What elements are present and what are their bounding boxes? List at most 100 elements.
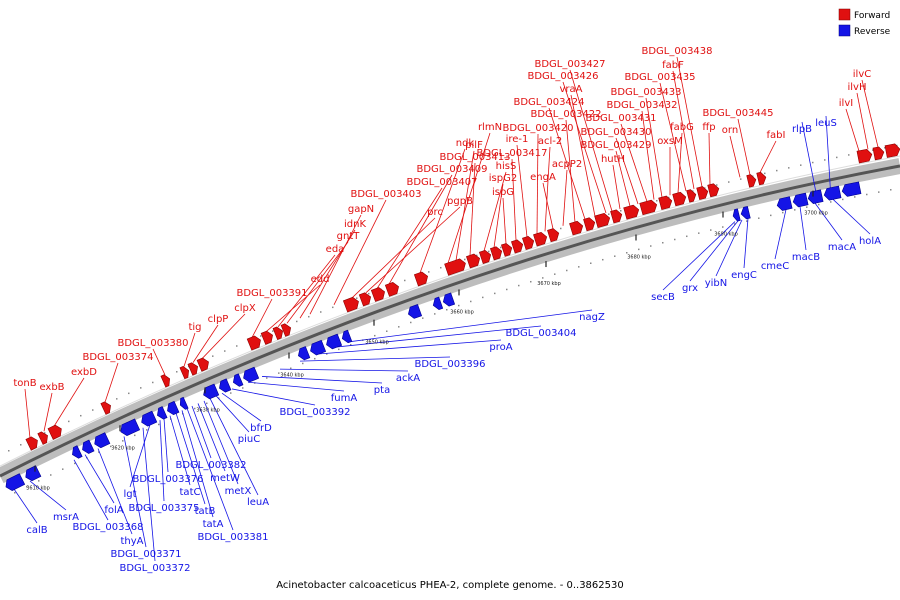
forward-gene-arrow[interactable] <box>639 199 659 216</box>
forward-gene-arrow[interactable] <box>160 373 172 388</box>
reverse-gene-arrow[interactable] <box>441 292 456 308</box>
forward-gene-arrow[interactable] <box>272 325 285 340</box>
forward-gene-arrow[interactable] <box>478 249 492 264</box>
forward-gene-label[interactable]: ispG2 <box>489 173 517 184</box>
forward-gene-label[interactable]: idnK <box>344 219 366 230</box>
reverse-gene-arrow[interactable] <box>217 378 232 394</box>
forward-gene-arrow[interactable] <box>623 204 641 220</box>
reverse-gene-arrow[interactable] <box>231 373 244 388</box>
reverse-gene-label[interactable]: leuA <box>247 497 269 508</box>
reverse-gene-arrow[interactable] <box>178 396 189 410</box>
forward-gene-label[interactable]: clpP <box>208 314 229 325</box>
forward-gene-label[interactable]: BDGL_003433 <box>610 87 681 98</box>
forward-gene-arrow[interactable] <box>500 242 513 257</box>
reverse-gene-arrow[interactable] <box>324 333 343 350</box>
forward-gene-label[interactable]: BDGL_003435 <box>624 72 695 83</box>
reverse-gene-label[interactable]: tatB <box>195 506 216 517</box>
forward-gene-arrow[interactable] <box>490 245 503 261</box>
reverse-gene-arrow[interactable] <box>139 410 158 428</box>
reverse-gene-label[interactable]: macB <box>792 252 820 263</box>
forward-gene-label[interactable]: ire-1 <box>506 134 529 145</box>
reverse-gene-label[interactable]: grx <box>682 283 698 294</box>
reverse-gene-label[interactable]: pta <box>374 385 390 396</box>
forward-gene-label[interactable]: oxsM <box>657 136 683 147</box>
reverse-gene-label[interactable]: BDGL_003376 <box>132 474 203 485</box>
forward-gene-label[interactable]: BDGL_003420 <box>502 123 573 134</box>
forward-gene-label[interactable]: fabG <box>670 122 694 133</box>
forward-gene-label[interactable]: ndk <box>456 138 475 149</box>
reverse-gene-arrow[interactable] <box>732 208 741 222</box>
forward-gene-label[interactable]: gapN <box>348 204 374 215</box>
forward-gene-label[interactable]: BDGL_003432 <box>606 100 677 111</box>
forward-gene-arrow[interactable] <box>672 191 688 207</box>
forward-gene-arrow[interactable] <box>610 209 624 224</box>
reverse-gene-label[interactable]: BDGL_003404 <box>505 328 576 339</box>
forward-gene-arrow[interactable] <box>884 143 900 158</box>
forward-gene-label[interactable]: BDGL_003374 <box>82 352 153 363</box>
reverse-gene-arrow[interactable] <box>792 192 809 208</box>
forward-gene-arrow[interactable] <box>413 271 429 287</box>
forward-gene-label[interactable]: exbD <box>71 367 97 378</box>
reverse-gene-label[interactable]: BDGL_003392 <box>279 407 350 418</box>
forward-gene-label[interactable]: BDGL_003431 <box>585 113 656 124</box>
reverse-gene-arrow[interactable] <box>201 383 220 401</box>
reverse-gene-label[interactable]: BDGL_003381 <box>197 532 268 543</box>
forward-gene-label[interactable]: ilvC <box>853 69 871 80</box>
reverse-gene-label[interactable]: BDGL_003368 <box>72 522 143 533</box>
forward-gene-arrow[interactable] <box>686 189 698 203</box>
forward-gene-arrow[interactable] <box>696 186 710 200</box>
reverse-gene-label[interactable]: leuS <box>815 118 837 129</box>
forward-gene-arrow[interactable] <box>707 183 721 198</box>
forward-gene-label[interactable]: BDGL_003424 <box>513 97 584 108</box>
reverse-gene-label[interactable]: tatA <box>203 519 224 530</box>
reverse-gene-label[interactable]: tatC <box>180 487 201 498</box>
reverse-gene-label[interactable]: thyA <box>120 536 143 547</box>
forward-gene-label[interactable]: ispG <box>492 187 514 198</box>
forward-gene-arrow[interactable] <box>47 423 64 440</box>
reverse-gene-label[interactable]: proA <box>489 342 512 353</box>
forward-gene-label[interactable]: vraA <box>560 84 583 95</box>
forward-gene-label[interactable]: prc <box>427 207 443 218</box>
forward-gene-label[interactable]: hisS <box>496 161 517 172</box>
reverse-gene-label[interactable]: BDGL_003382 <box>175 460 246 471</box>
reverse-gene-arrow[interactable] <box>70 445 83 460</box>
reverse-gene-label[interactable]: secB <box>651 292 675 303</box>
forward-gene-label[interactable]: edd <box>311 274 330 285</box>
reverse-gene-arrow[interactable] <box>308 339 327 356</box>
forward-gene-label[interactable]: acpP2 <box>552 159 582 170</box>
forward-gene-arrow[interactable] <box>746 174 758 188</box>
forward-gene-label[interactable]: ffp <box>702 122 715 133</box>
forward-gene-label[interactable]: eda <box>326 244 345 255</box>
reverse-gene-arrow[interactable] <box>823 185 842 201</box>
forward-gene-label[interactable]: fabI <box>767 130 786 141</box>
reverse-gene-arrow[interactable] <box>406 304 423 319</box>
forward-gene-label[interactable]: BDGL_003403 <box>350 189 421 200</box>
forward-gene-label[interactable]: BDGL_003380 <box>117 338 188 349</box>
forward-gene-label[interactable]: BDGL_003413 <box>439 152 510 163</box>
forward-gene-label[interactable]: orn <box>722 125 738 136</box>
forward-gene-arrow[interactable] <box>370 286 386 302</box>
forward-gene-arrow[interactable] <box>756 171 768 186</box>
forward-gene-arrow[interactable] <box>583 217 597 232</box>
reverse-gene-label[interactable]: rlpB <box>792 124 812 135</box>
forward-gene-arrow[interactable] <box>384 281 400 297</box>
forward-gene-label[interactable]: gntT <box>337 231 361 242</box>
forward-gene-arrow[interactable] <box>25 435 40 451</box>
forward-gene-label[interactable]: hutH <box>601 154 625 165</box>
reverse-gene-label[interactable]: piuC <box>238 434 260 445</box>
reverse-gene-label[interactable]: nagZ <box>579 312 605 323</box>
reverse-gene-label[interactable]: engC <box>731 270 757 281</box>
reverse-gene-label[interactable]: BDGL_003396 <box>414 359 485 370</box>
reverse-gene-label[interactable]: BDGL_003375 <box>128 503 199 514</box>
reverse-gene-label[interactable]: lgt <box>123 489 136 500</box>
reverse-gene-arrow[interactable] <box>776 196 793 212</box>
reverse-gene-label[interactable]: yibN <box>705 278 728 289</box>
forward-gene-arrow[interactable] <box>260 330 275 345</box>
forward-gene-arrow[interactable] <box>594 212 612 228</box>
reverse-gene-label[interactable]: macA <box>828 242 856 253</box>
forward-gene-arrow[interactable] <box>342 296 360 313</box>
forward-gene-label[interactable]: BDGL_003427 <box>534 59 605 70</box>
forward-gene-label[interactable]: tig <box>188 322 201 333</box>
forward-gene-label[interactable]: BDGL_003426 <box>527 71 598 82</box>
forward-gene-arrow[interactable] <box>658 195 674 210</box>
